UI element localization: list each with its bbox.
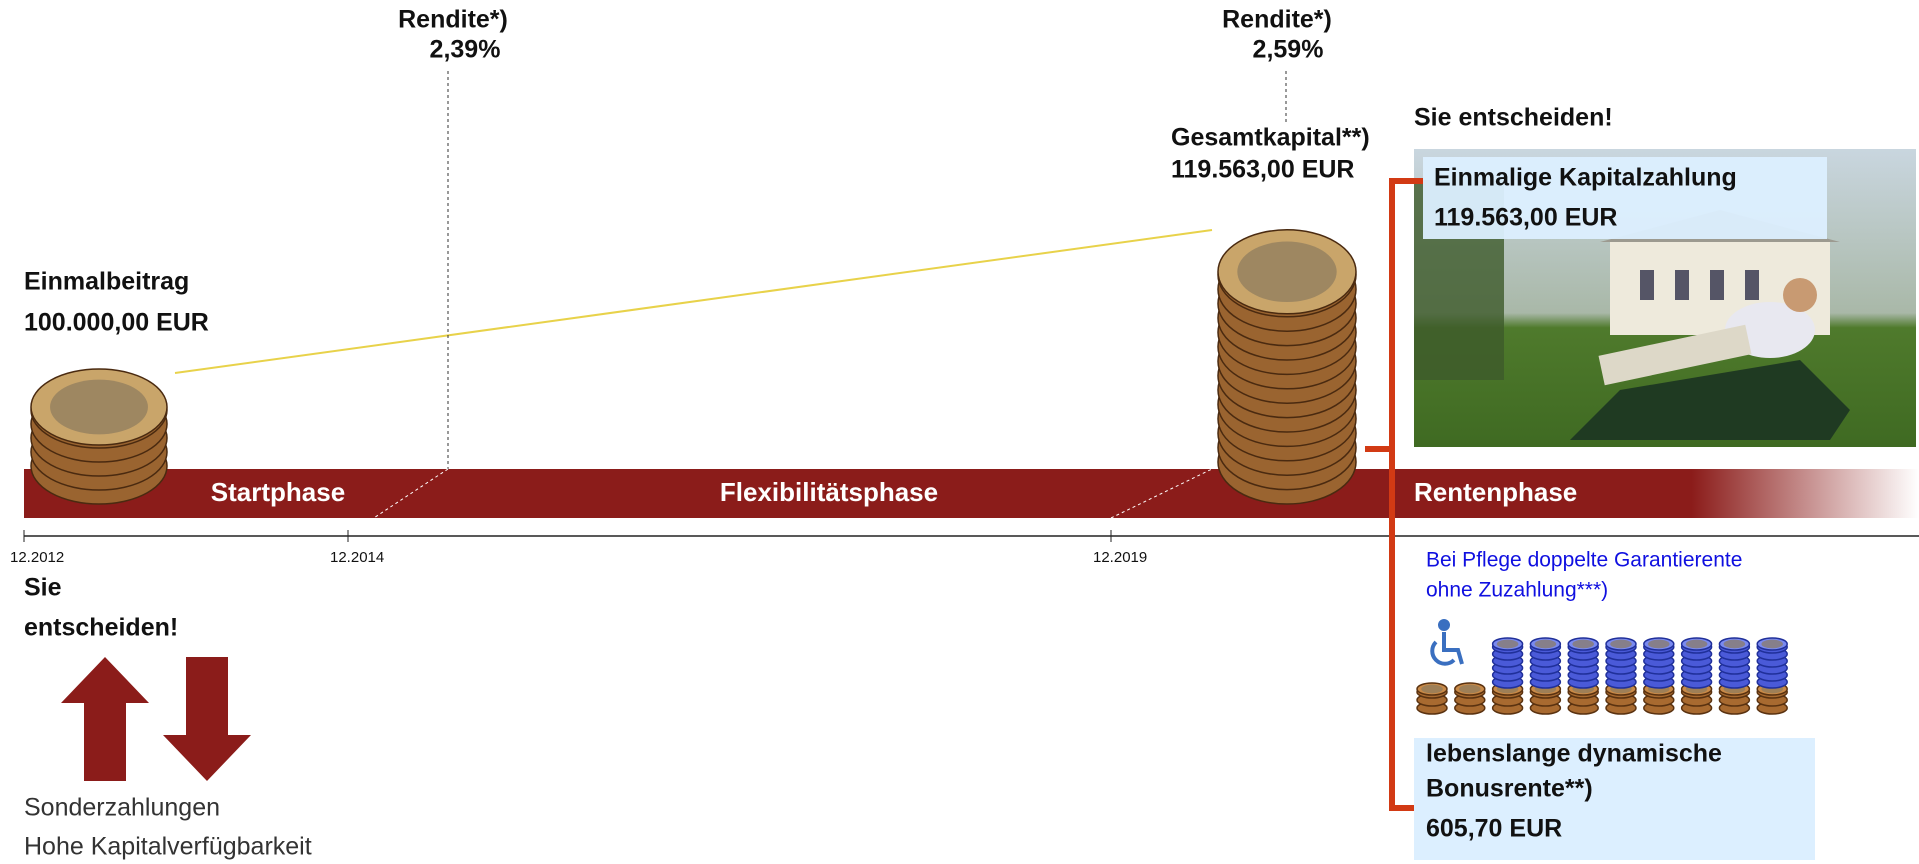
return-value: 2,39% xyxy=(430,36,501,64)
phase-label: Rentenphase xyxy=(1414,477,1577,507)
coin-stacks xyxy=(31,230,1356,504)
date-label: 12.2014 xyxy=(330,549,384,566)
date-label: 12.2012 xyxy=(10,549,64,566)
pension-icons xyxy=(1417,621,1787,714)
care-note: Bei Pflege doppelte Garantierente xyxy=(1426,549,1742,572)
coin xyxy=(1761,640,1783,649)
coin xyxy=(1459,685,1481,694)
coin xyxy=(50,380,148,435)
coin xyxy=(1610,640,1632,649)
date-label: 12.2019 xyxy=(1093,549,1147,566)
return-label: Rendite*) xyxy=(398,6,508,34)
timeline-infographic: Startphase Flexibilitätsphase Rentenphas… xyxy=(0,0,1919,864)
coin xyxy=(1237,242,1336,302)
panel-title: Sie entscheiden! xyxy=(1414,104,1613,132)
coin xyxy=(1572,640,1594,649)
coin xyxy=(1686,640,1708,649)
phase-label: Flexibilitätsphase xyxy=(720,477,938,507)
return-label: Rendite*) xyxy=(1222,6,1332,34)
phase-label: Startphase xyxy=(211,477,345,507)
left-title: entscheiden! xyxy=(24,614,178,642)
left-note: Hohe Kapitalverfügbarkeit xyxy=(24,833,312,861)
left-note: Sonderzahlungen xyxy=(24,794,220,822)
growth-line xyxy=(175,230,1212,373)
pension-label: lebenslange dynamische xyxy=(1426,740,1722,768)
start-amount: 100.000,00 EUR xyxy=(24,309,209,337)
arrow-down xyxy=(163,657,251,781)
coin xyxy=(1421,685,1443,694)
total-label: Gesamtkapital**) xyxy=(1171,124,1370,152)
coin xyxy=(1535,640,1557,649)
lump-sum-amount: 119.563,00 EUR xyxy=(1434,204,1617,232)
total-amount: 119.563,00 EUR xyxy=(1171,156,1354,184)
pension-amount: 605,70 EUR xyxy=(1426,815,1562,843)
care-note: ohne Zuzahlung***) xyxy=(1426,579,1608,602)
arrow-up xyxy=(61,657,149,781)
lump-sum-label: Einmalige Kapitalzahlung xyxy=(1434,164,1737,192)
return-value: 2,59% xyxy=(1253,36,1324,64)
coin xyxy=(1497,640,1519,649)
left-title: Sie xyxy=(24,574,62,602)
start-label: Einmalbeitrag xyxy=(24,268,189,296)
pension-label: Bonusrente**) xyxy=(1426,775,1593,803)
coin xyxy=(1648,640,1670,649)
coin xyxy=(1724,640,1746,649)
